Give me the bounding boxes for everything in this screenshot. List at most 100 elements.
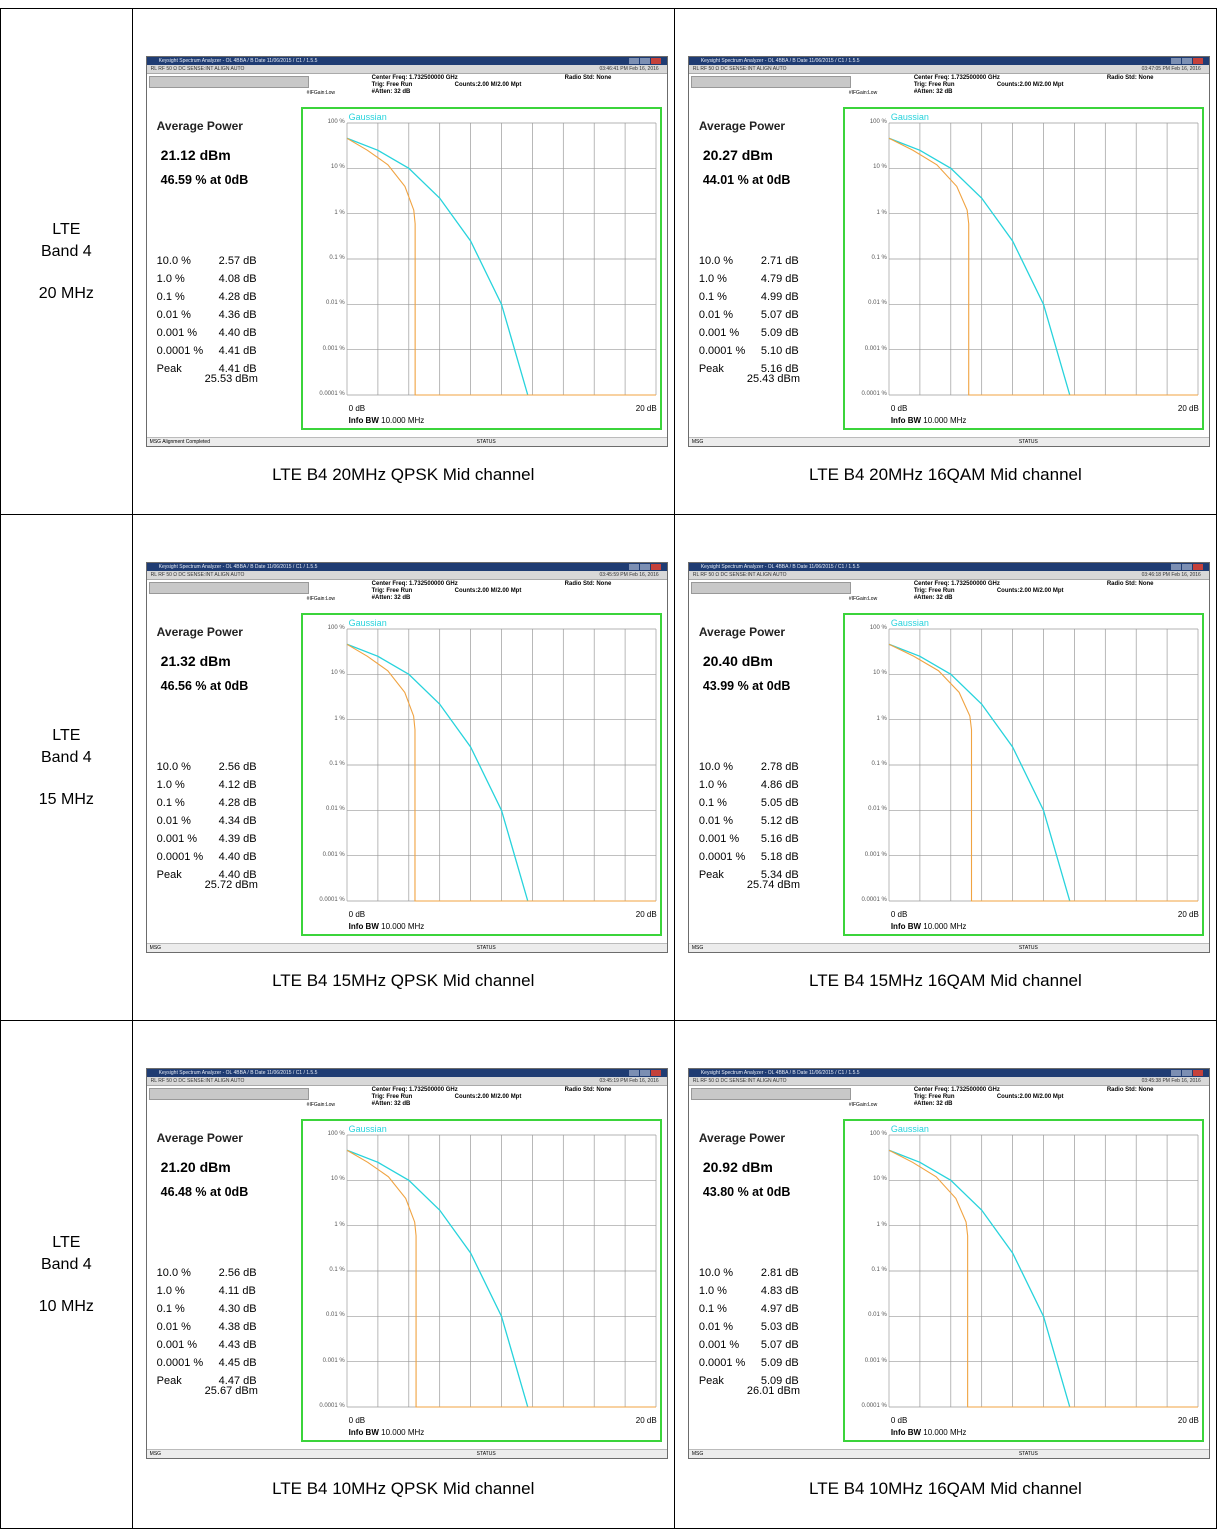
screenshot-caption: LTE B4 15MHz 16QAM Mid channel (809, 971, 1082, 990)
stat-value: 5.16 dB (760, 833, 799, 845)
msg-label: MSG (149, 945, 162, 951)
test-results-table: LTE Band 4 20 MHz Keysight Spectrum Anal… (0, 8, 1217, 1529)
stat-value: 4.86 dB (760, 779, 799, 791)
footer-status: STATUS (476, 945, 496, 951)
y-tick-label: 0.001 % (322, 1357, 345, 1364)
y-tick-label: 0.0001 % (861, 391, 887, 397)
status-field (148, 582, 309, 594)
status-field (690, 76, 851, 88)
analyzer-title: Keysight Spectrum Analyzer - OL 4BBA / B… (700, 564, 860, 570)
stat-prob: 0.01 % (156, 815, 191, 827)
analyzer-titlebar: Keysight Spectrum Analyzer - OL 4BBA / B… (688, 1069, 1209, 1077)
band-number: Band 4 (40, 242, 92, 260)
stat-value: 4.39 dB (218, 833, 257, 845)
ccdf-stats: 10.0 % 2.71 dB 1.0 % 4.79 dB 0.1 % 4.99 dB 0.0… (698, 252, 839, 385)
info-bw-value: 10.000 MHz (381, 1428, 425, 1437)
msg-label: MSG (691, 439, 704, 445)
if-gain: #IFGain:Low (306, 596, 336, 602)
msg-label: MSG (149, 439, 162, 445)
y-tick-label: 0.001 % (864, 345, 887, 352)
x-axis-start: 0 dB (890, 910, 908, 919)
stat-row: 0.001 % 4.39 dB (157, 830, 297, 848)
analyzer-timestamp: 03:45:59 PM Feb 16, 2016 (599, 572, 659, 578)
ccdf-plot: Gaussian 0 dB 20 dB Info BW 10.000 MHz 1… (300, 1119, 662, 1442)
footer-msg: MSG (692, 438, 703, 446)
analyzer-settings: Center Freq: 1.732500000 GHz Trig: Free … (688, 1086, 1209, 1110)
msg-label: MSG (691, 945, 704, 951)
stat-row: 0.0001 % 4.41 dB (157, 342, 297, 360)
settings-block: Center Freq: 1.732500000 GHz Trig: Free … (372, 581, 458, 602)
average-power-label: Average Power (698, 625, 786, 639)
stat-value: 4.40 dB (218, 327, 257, 339)
ccdf-plot: Gaussian 0 dB 20 dB Info BW 10.000 MHz 1… (842, 1119, 1204, 1442)
table-row: LTE Band 4 10 MHz Keysight Spectrum Anal… (0, 1020, 1217, 1529)
stat-prob: 1.0 % (698, 1285, 727, 1297)
analyzer-footer: MSG STATUS (146, 1449, 667, 1458)
stat-prob: 1.0 % (156, 779, 185, 791)
info-bw-value: 10.000 MHz (381, 416, 425, 425)
y-tick-label: 0.001 % (322, 345, 345, 352)
stat-value: 4.99 dB (760, 291, 799, 303)
stat-value: 2.78 dB (760, 761, 799, 773)
band-tech: LTE (52, 220, 81, 238)
attenuation: #Atten: 32 dB (913, 1101, 953, 1107)
band-number: Band 4 (40, 748, 92, 766)
center-freq: Center Freq: 1.732500000 GHz (913, 581, 1000, 587)
y-tick-label: 10 % (330, 1176, 345, 1183)
gaussian-curve (888, 1149, 1071, 1408)
gaussian-label: Gaussian (348, 112, 387, 122)
info-bw: Info BW 10.000 MHz (891, 922, 967, 931)
x-axis-start: 0 dB (348, 1416, 366, 1425)
average-power-dbm: 21.20 dBm (160, 1159, 231, 1175)
stat-row: Peak 5.34 dB (699, 866, 839, 884)
stat-value: 4.79 dB (760, 273, 799, 285)
stat-row: Peak 5.16 dB (699, 360, 839, 378)
info-bw: Info BW 10.000 MHz (349, 922, 425, 931)
x-axis-end: 20 dB (1177, 1416, 1199, 1425)
stat-prob: 10.0 % (156, 255, 191, 267)
average-power-label: Average Power (698, 119, 786, 133)
stat-row: 0.1 % 4.97 dB (699, 1300, 839, 1318)
stat-row: 1.0 % 4.11 dB (157, 1282, 297, 1300)
stat-row: 0.001 % 4.43 dB (157, 1336, 297, 1354)
stat-prob: Peak (156, 1375, 182, 1387)
spectrum-analyzer-screenshot: Keysight Spectrum Analyzer - OL 4BBA / B… (687, 562, 1210, 953)
close-icon (650, 564, 661, 570)
settings-block: Center Freq: 1.732500000 GHz Trig: Free … (372, 1087, 458, 1108)
stat-prob: 10.0 % (698, 761, 734, 773)
gaussian-label: Gaussian (890, 112, 929, 122)
footer-status: STATUS (476, 439, 496, 445)
info-bw-label: Info BW (890, 1428, 922, 1437)
measured-curve (346, 137, 656, 396)
stat-prob: 10.0 % (698, 255, 734, 267)
stat-value: 5.10 dB (760, 345, 799, 357)
stat-prob: 10.0 % (156, 761, 191, 773)
y-tick-label: 100 % (327, 1131, 345, 1137)
stat-value: 4.83 dB (760, 1285, 799, 1297)
y-tick-label: 100 % (869, 1131, 887, 1137)
measured-curve (888, 643, 1198, 902)
analyzer-topbar: RL RF 50 Ω DC SENSE:INT ALIGN AUTO 03:46… (146, 65, 667, 74)
info-bw-label: Info BW (348, 1428, 379, 1437)
average-power-label: Average Power (156, 1131, 243, 1145)
stat-prob: 0.1 % (156, 1303, 185, 1315)
minimize-icon (1170, 564, 1181, 570)
stat-value: 4.41 dB (218, 363, 257, 375)
stat-row: 0.001 % 5.09 dB (699, 324, 839, 342)
close-icon (1192, 58, 1203, 64)
band-tech: LTE (52, 726, 81, 744)
footer-msg: MSG (692, 1450, 703, 1458)
stat-value: 4.36 dB (218, 309, 257, 321)
stat-prob: 0.0001 % (698, 1357, 746, 1369)
average-power-label: Average Power (156, 625, 243, 639)
stat-prob: Peak (156, 869, 182, 881)
radio-std: Radio Std: None (1106, 75, 1154, 81)
info-bw: Info BW 10.000 MHz (349, 416, 425, 425)
analyzer-topbar: RL RF 50 Ω DC SENSE:INT ALIGN AUTO 03:46… (688, 571, 1209, 580)
window-buttons (628, 564, 664, 570)
stat-value: 5.07 dB (760, 309, 799, 321)
stat-value: 4.08 dB (218, 273, 257, 285)
maximize-icon (639, 58, 650, 64)
stat-row: 0.01 % 5.03 dB (699, 1318, 839, 1336)
center-freq: Center Freq: 1.732500000 GHz (371, 581, 458, 587)
